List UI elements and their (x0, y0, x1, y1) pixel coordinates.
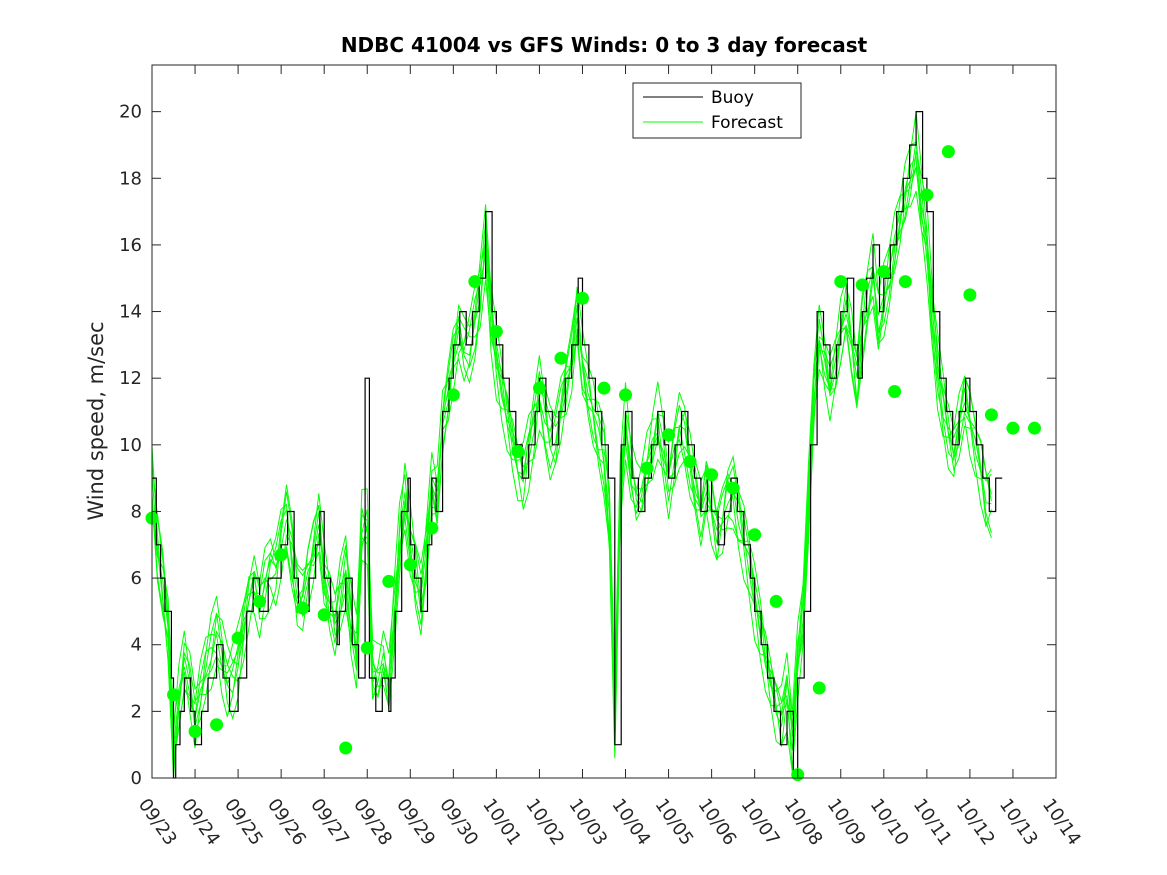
forecast-start-point (855, 278, 869, 292)
x-tick-label: 09/25 (220, 795, 267, 850)
forecast-start-point (941, 145, 955, 159)
forecast-start-point (317, 608, 331, 622)
axis-ticks: 0246810121416182009/2309/2409/2509/2609/… (119, 65, 1085, 849)
forecast-start-point (898, 275, 912, 289)
y-tick-label: 12 (119, 368, 142, 389)
forecast-start-point (210, 718, 224, 732)
y-tick-label: 0 (131, 768, 142, 789)
forecast-run-line (151, 156, 992, 728)
forecast-start-point (425, 521, 439, 535)
x-tick-label: 10/11 (909, 795, 956, 850)
forecast-run-line (151, 150, 992, 778)
x-tick-label: 09/27 (306, 795, 353, 850)
x-tick-label: 09/26 (263, 795, 310, 850)
forecast-start-point (532, 381, 546, 395)
forecast-run-line (151, 190, 992, 758)
forecast-start-point (1006, 421, 1020, 435)
y-tick-label: 4 (131, 635, 142, 656)
forecast-start-point (446, 388, 460, 402)
x-tick-label: 09/30 (435, 795, 482, 850)
legend-box (632, 82, 802, 139)
forecast-run-line (151, 140, 992, 751)
buoy-line (152, 111, 1003, 779)
forecast-start-point (662, 428, 676, 442)
forecast-start-point (489, 325, 503, 339)
x-tick-label: 10/07 (737, 795, 784, 850)
x-tick-label: 10/13 (995, 795, 1042, 850)
forecast-run-line (151, 165, 992, 763)
forecast-start-point (1027, 421, 1041, 435)
x-tick-label: 09/23 (134, 795, 181, 850)
forecast-start-point (468, 275, 482, 289)
y-tick-label: 20 (119, 102, 142, 123)
y-axis-label: Wind speed, m/sec (84, 321, 108, 520)
forecast-start-point (296, 601, 310, 615)
y-tick-label: 18 (119, 168, 142, 189)
forecast-run-line (151, 166, 992, 772)
x-tick-label: 10/14 (1038, 795, 1085, 850)
forecast-start-point (597, 381, 611, 395)
forecast-start-point (274, 548, 288, 562)
x-tick-label: 10/08 (780, 795, 827, 850)
forecast-run-line (151, 141, 992, 765)
forecast-start-point (360, 641, 374, 655)
forecast-start-point (920, 188, 934, 202)
forecast-start-point (984, 408, 998, 422)
forecast-start-point (511, 444, 525, 458)
x-tick-label: 10/06 (694, 795, 741, 850)
forecast-start-point (231, 631, 245, 645)
forecast-start-point (812, 681, 826, 695)
forecast-start-point (188, 724, 202, 738)
x-tick-label: 09/24 (177, 795, 224, 850)
forecast-start-point (748, 528, 762, 542)
forecast-start-point (726, 481, 740, 495)
x-tick-label: 10/12 (952, 795, 999, 850)
x-tick-label: 10/01 (478, 795, 525, 850)
forecast-start-point (619, 388, 633, 402)
forecast-start-point (769, 594, 783, 608)
forecast-run-line (151, 111, 992, 773)
y-tick-label: 8 (131, 501, 142, 522)
x-tick-label: 09/28 (349, 795, 396, 850)
legend: Buoy Forecast (632, 82, 802, 139)
y-tick-label: 16 (119, 235, 142, 256)
forecast-start-point (575, 291, 589, 305)
forecast-start-point (167, 688, 181, 702)
legend-forecast-label: Forecast (711, 113, 783, 133)
forecast-start-point (339, 741, 353, 755)
x-tick-label: 10/05 (650, 795, 697, 850)
y-tick-label: 2 (131, 701, 142, 722)
axes-box (151, 64, 1057, 779)
forecast-start-point (403, 558, 417, 572)
x-tick-label: 10/10 (866, 795, 913, 850)
y-tick-label: 14 (119, 302, 142, 323)
forecast-start-point (705, 468, 719, 482)
y-tick-label: 10 (119, 435, 142, 456)
plot-area (145, 111, 1041, 782)
x-tick-label: 09/29 (392, 795, 439, 850)
x-tick-label: 10/09 (823, 795, 870, 850)
x-tick-label: 10/04 (607, 795, 654, 850)
forecast-start-point (834, 275, 848, 289)
forecast-start-point (640, 461, 654, 475)
forecast-start-point (877, 265, 891, 279)
forecast-start-point (382, 574, 396, 588)
forecast-start-point (253, 594, 267, 608)
x-tick-label: 10/02 (521, 795, 568, 850)
x-tick-label: 10/03 (564, 795, 611, 850)
forecast-start-point (554, 351, 568, 365)
forecast-start-point (683, 454, 697, 468)
y-tick-label: 6 (131, 568, 142, 589)
forecast-start-point (888, 385, 902, 399)
legend-buoy-label: Buoy (711, 88, 754, 108)
chart-title: NDBC 41004 vs GFS Winds: 0 to 3 day fore… (341, 33, 868, 57)
forecast-start-point (963, 288, 977, 302)
